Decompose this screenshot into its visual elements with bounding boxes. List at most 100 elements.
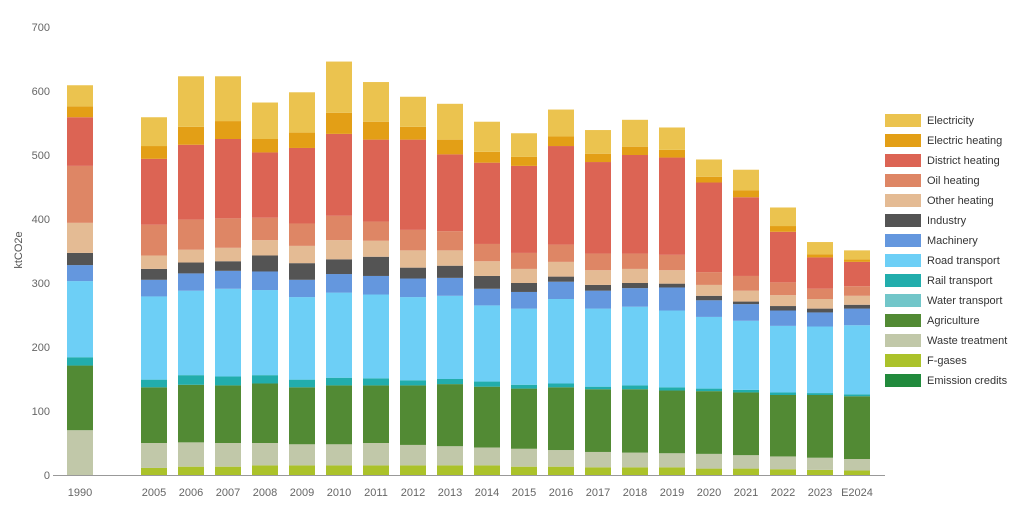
bar-segment-other-heating[interactable]	[326, 240, 352, 260]
bar-segment-other-heating[interactable]	[215, 247, 241, 262]
bar-segment-agriculture[interactable]	[511, 388, 537, 449]
bar-segment-industry[interactable]	[770, 306, 796, 311]
bar-segment-agriculture[interactable]	[215, 385, 241, 443]
bar-segment-road-transport[interactable]	[437, 295, 463, 379]
bar-segment-electricity[interactable]	[622, 119, 648, 147]
bar-segment-industry[interactable]	[252, 255, 278, 272]
bar-segment-electric-heating[interactable]	[363, 121, 389, 140]
bar-segment-rail-transport[interactable]	[141, 379, 167, 388]
bar-segment-rail-transport[interactable]	[844, 394, 870, 397]
legend-item[interactable]: Other heating	[885, 194, 994, 207]
bar-segment-electric-heating[interactable]	[844, 259, 870, 262]
bar-segment-oil-heating[interactable]	[289, 223, 315, 246]
bar-segment-machinery[interactable]	[585, 290, 611, 309]
bar-segment-agriculture[interactable]	[622, 389, 648, 453]
bar-segment-agriculture[interactable]	[326, 385, 352, 445]
bar-segment-other-heating[interactable]	[252, 240, 278, 256]
bar-segment-electric-heating[interactable]	[622, 146, 648, 155]
bar-segment-road-transport[interactable]	[363, 294, 389, 379]
bar-segment-electricity[interactable]	[659, 127, 685, 150]
bar-segment-other-heating[interactable]	[807, 299, 833, 309]
legend-item[interactable]: District heating	[885, 154, 1000, 167]
legend-item[interactable]: Electric heating	[885, 134, 1002, 147]
bar-segment-machinery[interactable]	[807, 312, 833, 327]
bar-segment-f-gases[interactable]	[659, 467, 685, 475]
bar-segment-industry[interactable]	[696, 295, 722, 301]
bar-segment-agriculture[interactable]	[733, 392, 759, 456]
bar-segment-agriculture[interactable]	[67, 365, 93, 431]
bar-segment-electricity[interactable]	[844, 250, 870, 260]
legend-item[interactable]: Rail transport	[885, 274, 992, 287]
bar-segment-rail-transport[interactable]	[215, 376, 241, 386]
bar-segment-electric-heating[interactable]	[548, 136, 574, 147]
bar-segment-f-gases[interactable]	[844, 470, 870, 475]
bar-segment-road-transport[interactable]	[474, 305, 500, 382]
bar-segment-industry[interactable]	[844, 304, 870, 309]
bar-segment-district-heating[interactable]	[400, 139, 426, 230]
legend-item[interactable]: Road transport	[885, 254, 1000, 267]
bar-segment-f-gases[interactable]	[770, 469, 796, 475]
bar-segment-oil-heating[interactable]	[363, 221, 389, 241]
bar-segment-electricity[interactable]	[215, 76, 241, 122]
bar-segment-machinery[interactable]	[141, 279, 167, 297]
bar-segment-oil-heating[interactable]	[733, 275, 759, 291]
legend-item[interactable]: Electricity	[885, 114, 975, 127]
bar-segment-oil-heating[interactable]	[844, 286, 870, 296]
bar-segment-other-heating[interactable]	[141, 255, 167, 269]
bar-segment-waste-treatment[interactable]	[659, 453, 685, 468]
bar-segment-agriculture[interactable]	[844, 396, 870, 459]
bar-segment-electric-heating[interactable]	[400, 126, 426, 140]
bar-segment-electricity[interactable]	[178, 76, 204, 127]
bar-segment-f-gases[interactable]	[807, 469, 833, 475]
bar-segment-other-heating[interactable]	[622, 268, 648, 283]
bar-segment-electricity[interactable]	[733, 169, 759, 191]
bar-segment-machinery[interactable]	[215, 270, 241, 289]
bar-segment-electric-heating[interactable]	[289, 132, 315, 148]
bar-segment-oil-heating[interactable]	[511, 252, 537, 269]
bar-segment-rail-transport[interactable]	[511, 384, 537, 389]
bar-segment-oil-heating[interactable]	[326, 215, 352, 241]
bar-segment-rail-transport[interactable]	[807, 393, 833, 395]
bar-segment-other-heating[interactable]	[67, 222, 93, 253]
bar-segment-rail-transport[interactable]	[474, 381, 500, 387]
bar-segment-f-gases[interactable]	[326, 465, 352, 475]
bar-segment-rail-transport[interactable]	[622, 385, 648, 390]
bar-segment-district-heating[interactable]	[363, 139, 389, 222]
bar-segment-waste-treatment[interactable]	[252, 443, 278, 466]
bar-segment-electric-heating[interactable]	[252, 139, 278, 153]
bar-segment-f-gases[interactable]	[474, 465, 500, 475]
bar-segment-machinery[interactable]	[437, 277, 463, 296]
bar-segment-machinery[interactable]	[252, 271, 278, 291]
bar-segment-electricity[interactable]	[585, 130, 611, 154]
bar-segment-electricity[interactable]	[363, 82, 389, 122]
bar-segment-f-gases[interactable]	[400, 465, 426, 475]
bar-segment-other-heating[interactable]	[178, 249, 204, 263]
bar-segment-waste-treatment[interactable]	[437, 446, 463, 466]
bar-segment-waste-treatment[interactable]	[622, 452, 648, 468]
bar-segment-agriculture[interactable]	[659, 390, 685, 454]
bar-segment-industry[interactable]	[289, 263, 315, 280]
bar-segment-road-transport[interactable]	[844, 325, 870, 395]
legend-item[interactable]: F-gases	[885, 354, 967, 367]
bar-segment-agriculture[interactable]	[548, 387, 574, 451]
bar-segment-district-heating[interactable]	[178, 144, 204, 220]
bar-segment-oil-heating[interactable]	[67, 165, 93, 223]
bar-segment-other-heating[interactable]	[844, 295, 870, 305]
bar-segment-agriculture[interactable]	[252, 383, 278, 443]
bar-segment-road-transport[interactable]	[770, 325, 796, 393]
legend-item[interactable]: Machinery	[885, 234, 978, 247]
bar-segment-machinery[interactable]	[844, 308, 870, 326]
legend-item[interactable]: Agriculture	[885, 314, 980, 327]
bar-segment-electricity[interactable]	[252, 102, 278, 139]
bar-segment-district-heating[interactable]	[141, 158, 167, 225]
bar-segment-rail-transport[interactable]	[178, 375, 204, 385]
bar-segment-machinery[interactable]	[733, 304, 759, 321]
bar-segment-district-heating[interactable]	[585, 162, 611, 254]
bar-segment-electric-heating[interactable]	[326, 112, 352, 134]
bar-segment-agriculture[interactable]	[585, 389, 611, 452]
bar-segment-rail-transport[interactable]	[400, 380, 426, 386]
bar-segment-f-gases[interactable]	[141, 467, 167, 475]
bar-segment-rail-transport[interactable]	[733, 389, 759, 393]
bar-segment-agriculture[interactable]	[696, 391, 722, 454]
bar-segment-district-heating[interactable]	[252, 152, 278, 218]
